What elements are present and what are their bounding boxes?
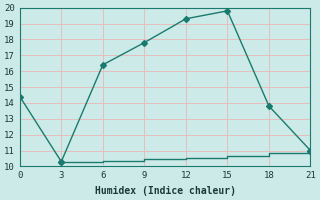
X-axis label: Humidex (Indice chaleur): Humidex (Indice chaleur) bbox=[95, 186, 236, 196]
